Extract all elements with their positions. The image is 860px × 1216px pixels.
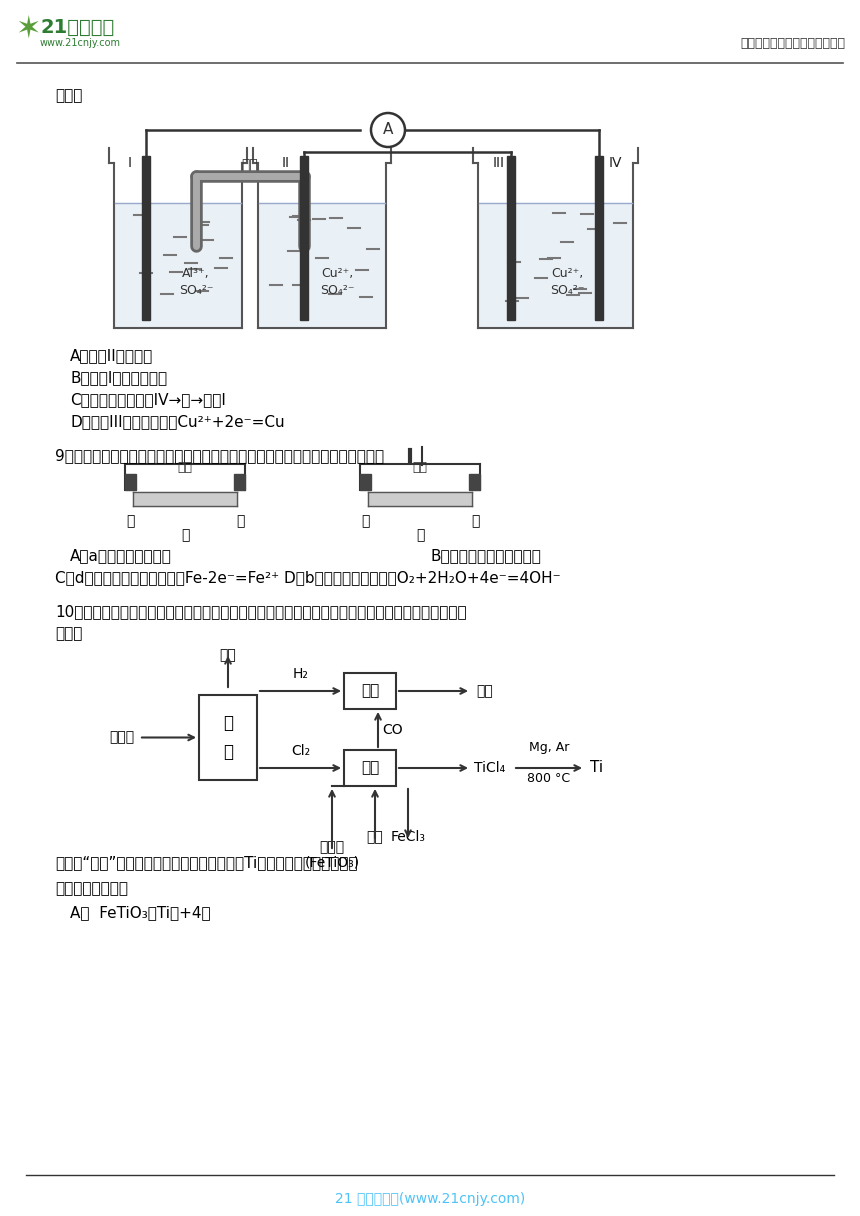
Text: 21世纪教育: 21世纪教育 <box>40 18 114 36</box>
Text: 甲: 甲 <box>181 528 189 542</box>
Bar <box>469 474 480 490</box>
Text: 盐桥: 盐桥 <box>242 158 258 171</box>
Text: A．电极II逐渐溢解: A．电极II逐渐溢解 <box>70 348 153 364</box>
Text: CO: CO <box>382 722 402 737</box>
Circle shape <box>371 113 405 147</box>
Text: (FeTiO₃): (FeTiO₃) <box>304 856 359 869</box>
Text: D．电极III的电极反应：Cu²⁺+2e⁻=Cu: D．电极III的电极反应：Cu²⁺+2e⁻=Cu <box>70 413 285 429</box>
Text: Mg, Ar: Mg, Ar <box>529 741 569 754</box>
Text: II: II <box>282 156 290 170</box>
Text: TiCl₄: TiCl₄ <box>474 761 506 775</box>
Text: 乙: 乙 <box>416 528 424 542</box>
Text: 10．为减轻环境污染，提高资源的利用率，可将钓厂、氯碱厂和甲醇厂联合进行生产。生产工艺流程: 10．为减轻环境污染，提高资源的利用率，可将钓厂、氯碱厂和甲醇厂联合进行生产。生… <box>55 604 467 619</box>
Text: 已知：“氯化”过程在高温下进行，且该过程中Ti元素的化合价没有变化。: 已知：“氯化”过程在高温下进行，且该过程中Ti元素的化合价没有变化。 <box>55 855 358 869</box>
Text: Al³⁺,: Al³⁺, <box>182 266 210 280</box>
Text: IV: IV <box>609 156 623 170</box>
Text: 碑: 碑 <box>236 514 244 528</box>
Text: B．电极I发生还原反应: B．电极I发生还原反应 <box>70 370 167 385</box>
Text: Cu²⁺,: Cu²⁺, <box>321 266 353 280</box>
Text: 滤纸: 滤纸 <box>413 461 427 474</box>
Text: FeCl₃: FeCl₃ <box>390 831 426 844</box>
Bar <box>234 474 245 490</box>
Text: Ti: Ti <box>590 760 603 776</box>
Text: H₂: H₂ <box>292 668 309 681</box>
Text: 碑: 碑 <box>361 514 369 528</box>
Text: 铁: 铁 <box>470 514 479 528</box>
Text: 烧碌: 烧碌 <box>219 648 237 662</box>
Text: 食盐水: 食盐水 <box>109 731 134 744</box>
Text: Cu²⁺,: Cu²⁺, <box>551 266 583 280</box>
Text: SO₄²⁻: SO₄²⁻ <box>550 285 584 298</box>
Text: SO₄²⁻: SO₄²⁻ <box>320 285 354 298</box>
Text: c: c <box>361 480 368 492</box>
Text: 铁: 铁 <box>126 514 134 528</box>
Bar <box>360 474 371 490</box>
Text: 焦炭: 焦炭 <box>366 831 384 844</box>
Text: 钓铁矿: 钓铁矿 <box>319 840 345 854</box>
Text: 21 世纪教育网(www.21cnjy.com): 21 世纪教育网(www.21cnjy.com) <box>335 1192 525 1206</box>
Text: 如下：: 如下： <box>55 626 83 641</box>
Text: I: I <box>128 156 132 170</box>
Text: 800 °C: 800 °C <box>527 772 570 786</box>
Text: 中小学教育资源及组卷应用平台: 中小学教育资源及组卷应用平台 <box>740 36 845 50</box>
Bar <box>115 203 241 328</box>
Text: 9．用滴有氯化钓溶液的湿润的滤纸分别做甲、乙两个实验，下列判断不正确的是: 9．用滴有氯化钓溶液的湿润的滤纸分别做甲、乙两个实验，下列判断不正确的是 <box>55 447 384 463</box>
Bar <box>259 203 385 328</box>
Bar <box>142 156 150 320</box>
Bar <box>507 156 515 320</box>
Bar <box>300 156 308 320</box>
Text: III: III <box>493 156 505 170</box>
Text: C．d为阴极，发生的反应为：Fe-2e⁻=Fe²⁺ D．b极上发生的反应为：O₂+2H₂O+4e⁻=4OH⁻: C．d为阴极，发生的反应为：Fe-2e⁻=Fe²⁺ D．b极上发生的反应为：O₂… <box>55 570 561 585</box>
Bar <box>344 672 396 709</box>
Text: Cl₂: Cl₂ <box>291 744 310 758</box>
Text: 氯化: 氯化 <box>361 760 379 776</box>
Text: 合成: 合成 <box>361 683 379 698</box>
Text: 电
解: 电 解 <box>223 714 233 761</box>
Text: SO₄²⁻: SO₄²⁻ <box>179 285 213 298</box>
Text: 甲醇: 甲醇 <box>476 683 493 698</box>
Text: 滤纸: 滤纸 <box>177 461 193 474</box>
Text: B．铁片腐蚀速率：甲＞乙: B．铁片腐蚀速率：甲＞乙 <box>430 548 541 563</box>
Text: A．  FeTiO₃中Ti为+4价: A． FeTiO₃中Ti为+4价 <box>70 905 211 921</box>
Text: d: d <box>471 480 479 492</box>
Bar <box>344 750 396 786</box>
Bar <box>133 492 237 506</box>
Text: 下列叙述错误的是: 下列叙述错误的是 <box>55 882 128 896</box>
Text: A: A <box>383 123 393 137</box>
Text: 确的是: 确的是 <box>55 88 83 103</box>
Text: b: b <box>236 480 244 492</box>
Text: C．电流方向：电极IV→Ⓐ→电极I: C．电流方向：电极IV→Ⓐ→电极I <box>70 392 226 407</box>
Text: a: a <box>126 480 134 492</box>
Text: www.21cnjy.com: www.21cnjy.com <box>40 38 121 47</box>
Bar <box>368 492 472 506</box>
Bar <box>199 696 257 779</box>
Bar <box>125 474 136 490</box>
Bar <box>478 203 631 328</box>
Bar <box>595 156 603 320</box>
Text: ✶: ✶ <box>15 15 40 44</box>
Text: A．a极上发生氧化反应: A．a极上发生氧化反应 <box>70 548 172 563</box>
